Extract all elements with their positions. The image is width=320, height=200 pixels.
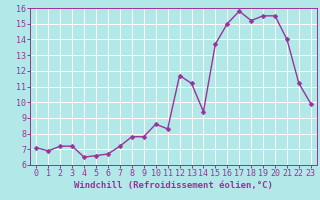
X-axis label: Windchill (Refroidissement éolien,°C): Windchill (Refroidissement éolien,°C) (74, 181, 273, 190)
